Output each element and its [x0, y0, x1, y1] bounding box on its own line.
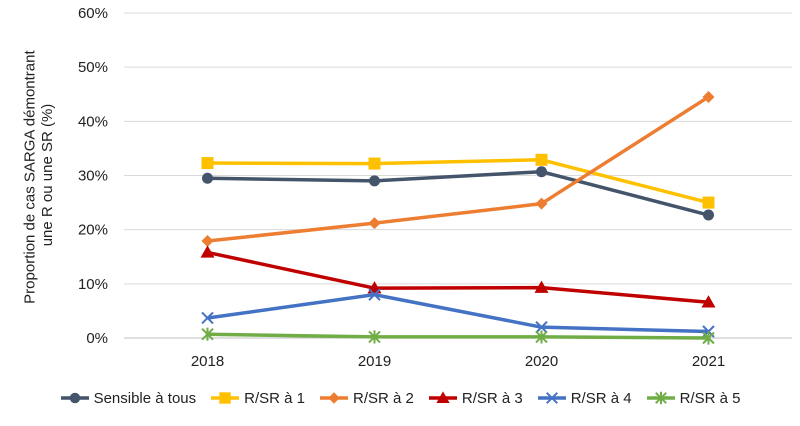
data-point [535, 330, 548, 344]
series-4 [200, 245, 716, 308]
x-axis-tick-labels: 2018 2019 2020 2021 [191, 353, 725, 370]
x-tick-label: 2018 [191, 353, 224, 370]
series-line [207, 169, 709, 217]
y-axis-label-line-2: une R ou une SR (%) [39, 104, 56, 247]
data-point [200, 245, 215, 258]
series-line [207, 95, 710, 243]
gridlines [124, 12, 792, 339]
data-point [701, 295, 716, 308]
legend-label: Sensible à tous [93, 389, 197, 407]
data-point [368, 217, 381, 230]
data-point [703, 209, 714, 221]
y-tick-label: 60% [78, 5, 108, 22]
x-tick-label: 2021 [692, 353, 725, 370]
legend-label: R/SR à 3 [461, 389, 523, 407]
series-1 [202, 166, 714, 221]
legend-swatch [60, 392, 89, 404]
data-point [535, 153, 548, 166]
legend-item: R/SR à 1 [210, 390, 305, 407]
data-point [201, 327, 214, 341]
y-tick-label: 10% [78, 276, 108, 293]
legend-item: Sensible à tous [60, 389, 197, 407]
data-point [368, 157, 381, 170]
legend-item: R/SR à 5 [646, 389, 741, 407]
series-group [200, 90, 716, 345]
series-6 [201, 327, 715, 345]
data-point [702, 196, 715, 209]
data-point [368, 330, 381, 344]
legend-label: R/SR à 1 [244, 389, 305, 407]
data-point [202, 172, 213, 184]
y-axis-label-line-1: Proportion de cas SARGA démontrant [22, 50, 39, 304]
legend-label: R/SR à 4 [570, 389, 632, 407]
y-tick-label: 50% [78, 59, 108, 76]
legend: Sensible à tous R/SR à 1 R/SR à 2 R/SR à 3 R… [0, 383, 800, 413]
series-line [207, 332, 709, 340]
data-point [702, 331, 715, 345]
data-point [368, 288, 381, 301]
y-tick-label: 40% [78, 113, 108, 130]
data-point [702, 90, 715, 103]
data-point [535, 320, 548, 334]
y-tick-label: 20% [78, 222, 108, 239]
data-point [201, 157, 214, 170]
y-axis-label: Proportion de cas SARGA démontrant une R… [22, 46, 56, 304]
data-point [369, 175, 380, 187]
data-point [534, 280, 549, 293]
y-tick-label: 30% [78, 168, 108, 185]
data-point [201, 311, 214, 325]
series-2 [201, 153, 715, 209]
series-line [207, 158, 709, 205]
legend-swatch [320, 392, 348, 404]
data-point [201, 235, 214, 248]
line-chart: 0% 10% 20% 30% 40% 50% 60% 2018 2019 2020 2021 Pr… [22, 5, 792, 370]
legend-swatch [211, 392, 240, 404]
series-3 [201, 90, 715, 248]
legend-label: R/SR à 2 [353, 389, 414, 407]
series-line [207, 292, 709, 334]
series-line [207, 250, 709, 304]
x-tick-label: 2019 [358, 353, 391, 370]
y-axis-tick-labels: 0% 10% 20% 30% 40% 50% 60% [78, 5, 108, 347]
legend-label: R/SR à 5 [679, 389, 741, 407]
legend-swatch [537, 392, 566, 404]
legend-item: R/SR à 2 [319, 390, 414, 407]
legend-item: R/SR à 3 [428, 390, 523, 407]
legend-item: R/SR à 4 [537, 390, 632, 407]
legend-swatch [646, 391, 675, 405]
y-tick-label: 0% [86, 330, 108, 347]
data-point [536, 166, 547, 178]
data-point [535, 197, 548, 210]
legend-swatch [428, 391, 457, 403]
x-tick-label: 2020 [525, 353, 558, 370]
